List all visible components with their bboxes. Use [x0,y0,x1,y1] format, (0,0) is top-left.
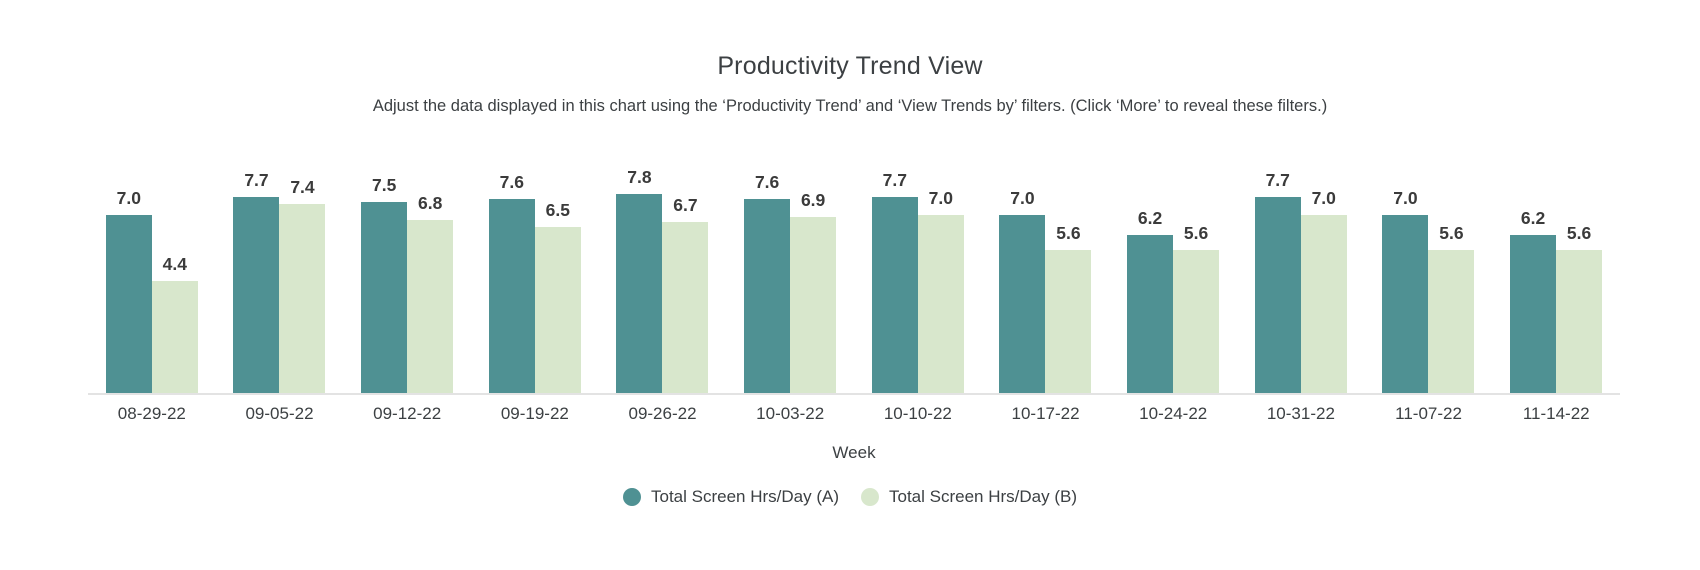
bar-group: 7.0 5.6 [999,140,1092,393]
bar-series-a[interactable]: 7.5 [361,175,408,393]
bar-group: 7.7 7.0 [1254,140,1347,393]
bar-group: 7.0 5.6 [1382,140,1475,393]
bar-value-label: 6.5 [545,200,570,221]
bar-series-b[interactable]: 7.0 [1300,188,1347,393]
bar-series-b[interactable]: 6.9 [790,190,837,393]
bar-series-a[interactable]: 6.2 [1127,208,1174,393]
bar-series-b[interactable]: 4.4 [151,254,198,393]
bar-value-label: 7.7 [244,169,269,190]
bar-value-label: 7.0 [1393,187,1418,208]
legend-dot-icon [861,488,879,506]
bar-value-label: 7.6 [754,172,780,193]
x-axis-tick-label: 09-05-22 [245,404,314,423]
bar-value-label: 7.5 [371,174,397,195]
bar-value-label: 4.4 [162,253,187,274]
x-axis-tick-label: 08-29-22 [117,404,186,423]
bar-series-a[interactable]: 6.2 [1510,208,1557,393]
bar-series-a[interactable]: 7.7 [1254,170,1301,393]
bar-series-a[interactable]: 7.0 [1382,188,1429,393]
bar-value-label: 6.2 [1520,207,1546,228]
bar-series-b[interactable]: 5.6 [1173,223,1220,393]
x-axis-tick-label: 10-17-22 [1011,404,1080,423]
bar-series-b[interactable]: 5.6 [1045,223,1092,393]
bar-series-a[interactable]: 7.0 [999,188,1046,393]
x-axis-title: Week [832,443,876,462]
bar-value-label: 6.2 [1137,207,1163,228]
bar-group: 7.6 6.9 [744,140,837,393]
legend-item-series-a[interactable]: Total Screen Hrs/Day (A) [623,487,839,507]
bar-group: 7.0 4.4 [105,140,198,393]
bar-value-label: 7.4 [290,177,315,198]
x-axis-tick-label: 11-14-22 [1522,404,1590,423]
x-axis-tick-label: 10-03-22 [756,404,825,423]
bar-series-a[interactable]: 7.6 [744,172,791,393]
x-axis-labels: 08-29-22 09-05-22 09-12-22 09-19-22 09-26-22… [88,404,1620,424]
legend: Total Screen Hrs/Day (A) Total Screen Hrs… [0,487,1700,507]
legend-item-series-b[interactable]: Total Screen Hrs/Day (B) [861,487,1077,507]
bar-group: 7.8 6.7 [616,140,709,393]
bar-series-b[interactable]: 7.0 [917,188,964,393]
bar-value-label: 6.7 [673,195,698,216]
bar-value-label: 5.6 [1566,223,1592,244]
bar-value-label: 7.6 [499,172,524,193]
plot-area: 7.0 4.4 7.7 7.4 7.5 6.8 7.6 6.5 7.8 6.7 7.6 6.9 7.7 7… [88,140,1620,395]
bar-value-label: 7.8 [627,167,652,188]
x-axis-tick-label: 10-24-22 [1139,404,1208,423]
bar-series-a[interactable]: 7.7 [233,170,280,393]
bar-group: 6.2 5.6 [1127,140,1220,393]
bar-value-label: 6.9 [800,190,826,211]
x-axis-tick-label: 10-31-22 [1266,404,1335,423]
legend-dot-icon [623,488,641,506]
bar-value-label: 6.8 [417,192,443,213]
bar-value-label: 5.6 [1056,223,1081,244]
bar-value-label: 7.0 [1311,187,1336,208]
bar-series-b[interactable]: 6.7 [662,195,709,393]
bar-series-a[interactable]: 7.7 [871,170,918,393]
legend-label: Total Screen Hrs/Day (A) [651,487,839,506]
bar-value-label: 7.7 [1265,169,1290,190]
bar-series-b[interactable]: 6.5 [534,200,581,393]
bar-group: 7.6 6.5 [488,140,581,393]
bar-value-label: 7.0 [928,187,953,208]
bar-value-label: 5.6 [1183,223,1209,244]
bar-series-b[interactable]: 7.4 [279,177,326,393]
bar-value-label: 5.6 [1439,223,1464,244]
x-axis-tick-label: 11-07-22 [1395,404,1462,423]
bar-series-a[interactable]: 7.8 [616,167,663,393]
x-axis-tick-label: 09-12-22 [373,404,442,423]
bar-value-label: 7.0 [1010,187,1035,208]
bar-series-b[interactable]: 5.6 [1428,223,1475,393]
x-axis-tick-label: 09-26-22 [628,404,697,423]
bar-group: 7.5 6.8 [361,140,454,393]
bar-series-a[interactable]: 7.0 [105,188,152,393]
bar-group: 6.2 5.6 [1510,140,1603,393]
bar-group: 7.7 7.0 [871,140,964,393]
x-axis-tick-label: 09-19-22 [500,404,569,423]
bar-series-b[interactable]: 5.6 [1556,223,1603,393]
x-axis-tick-label: 10-10-22 [883,404,952,423]
bar-group: 7.7 7.4 [233,140,326,393]
bar-value-label: 7.7 [882,169,907,190]
bar-series-a[interactable]: 7.6 [488,172,535,393]
chart-subtitle: Adjust the data displayed in this chart … [372,97,1328,115]
bar-series-b[interactable]: 6.8 [407,193,454,393]
bar-value-label: 7.0 [116,187,141,208]
legend-label: Total Screen Hrs/Day (B) [889,487,1077,506]
chart-title: Productivity Trend View [717,52,983,80]
